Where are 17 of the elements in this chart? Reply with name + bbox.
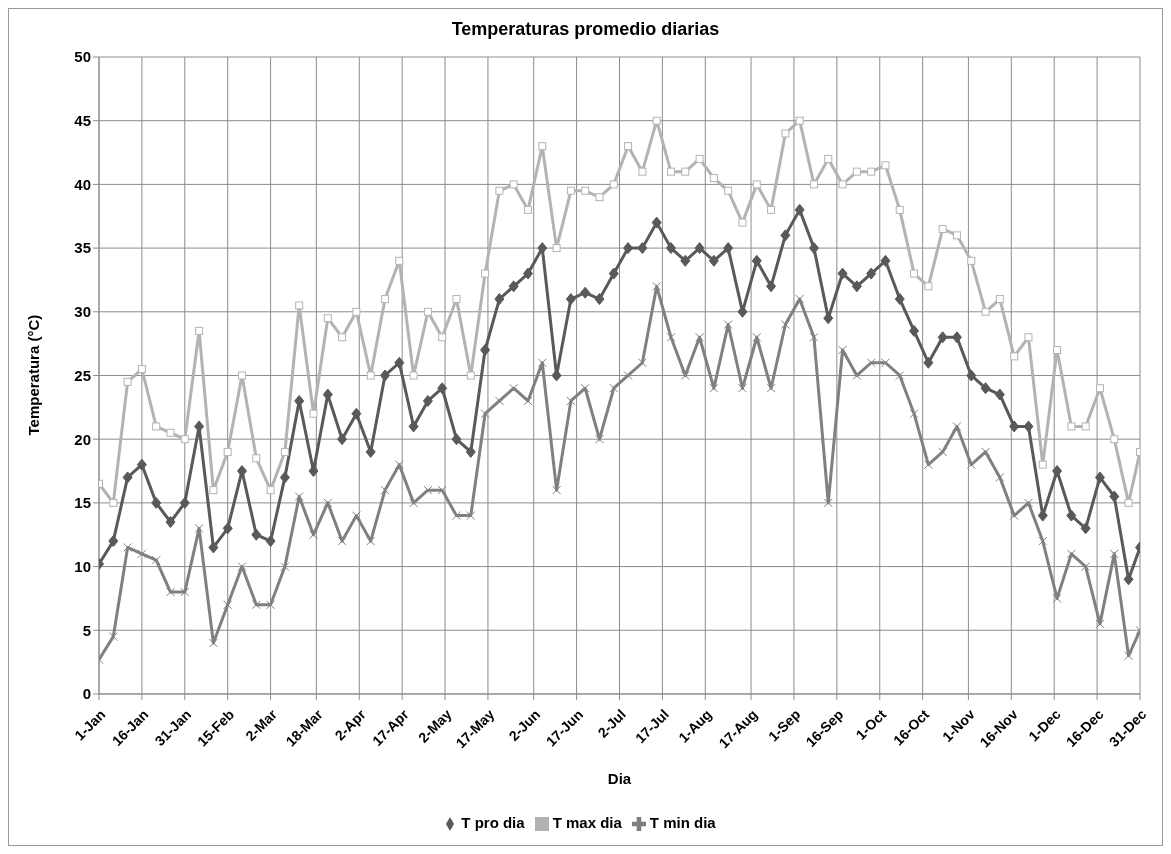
y-tick-label: 15 (74, 494, 91, 512)
y-axis-title: Temperatura (°C) (25, 314, 43, 436)
y-tick-label: 30 (74, 303, 91, 321)
x-axis-title: Dia (607, 769, 632, 787)
y-tick-label: 45 (74, 112, 91, 130)
y-tick-label: 40 (74, 175, 91, 193)
y-tick-label: 5 (82, 621, 91, 639)
y-tick-label: 0 (82, 685, 91, 703)
y-tick-label: 35 (74, 239, 91, 257)
y-tick-label: 25 (74, 366, 91, 384)
legend-label: T min dia (649, 813, 716, 831)
legend-label: T pro dia (461, 813, 525, 831)
chart-title: Temperaturas promedio diarias (450, 18, 721, 41)
y-tick-label: 50 (74, 48, 91, 66)
y-tick-label: 10 (74, 557, 91, 575)
y-tick-label: 20 (74, 430, 91, 448)
legend-label: T max dia (552, 813, 622, 831)
